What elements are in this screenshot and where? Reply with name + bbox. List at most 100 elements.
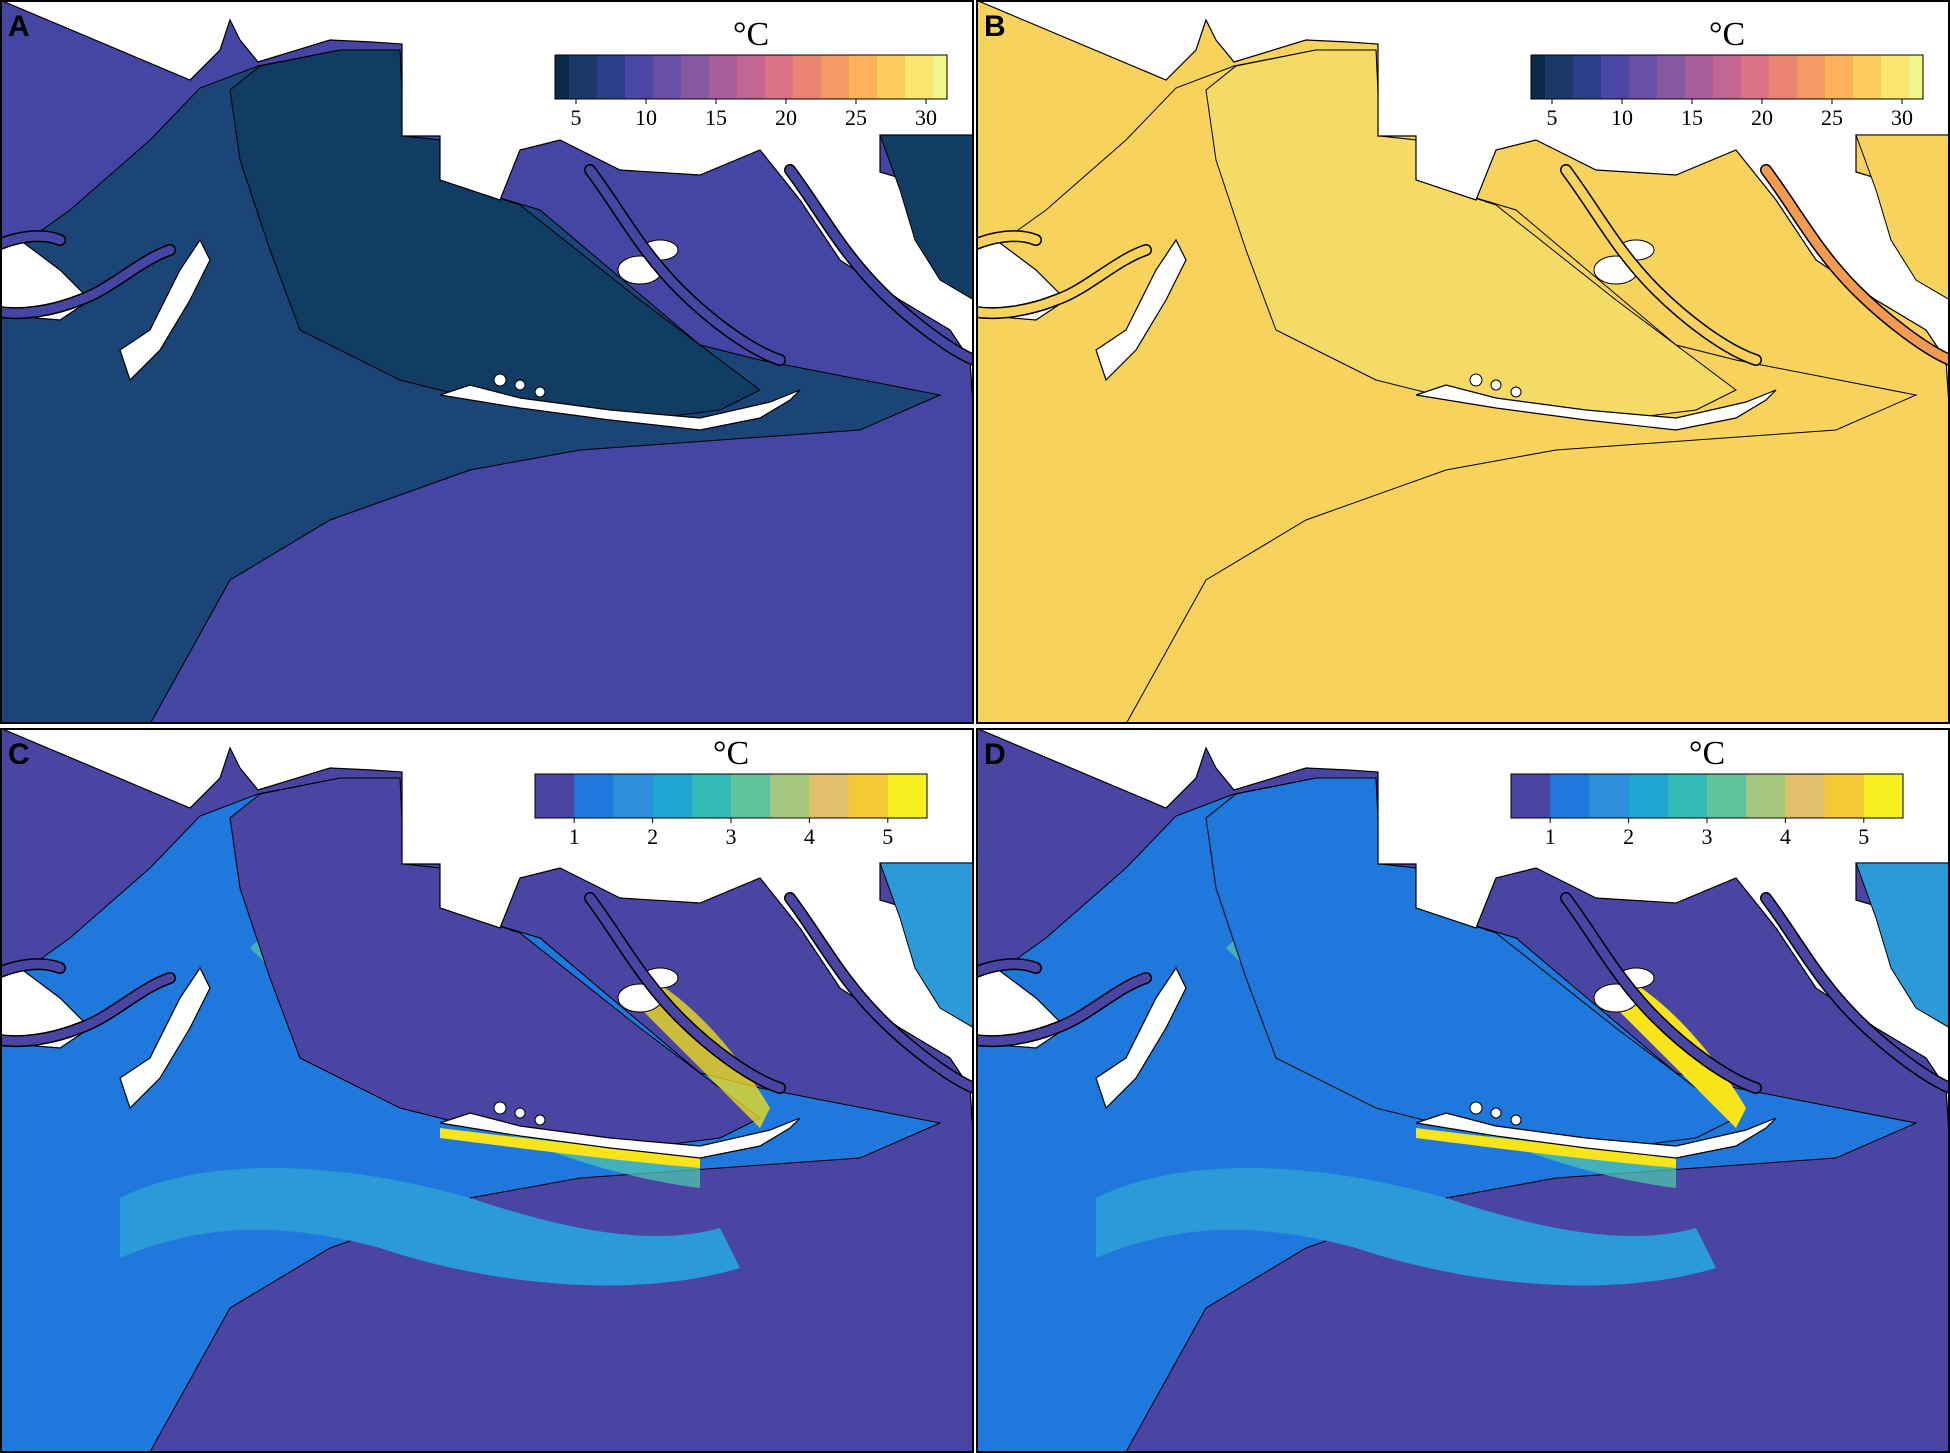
colorbar-bin xyxy=(1824,774,1865,818)
colorbar-tick-label: 30 xyxy=(915,105,937,130)
colorbar-bin xyxy=(905,55,920,99)
colorbar-bin xyxy=(1657,55,1672,99)
pond xyxy=(1510,386,1522,398)
colorbar-bin xyxy=(1643,55,1658,99)
pond xyxy=(534,1114,546,1126)
colorbar-bin xyxy=(1783,55,1798,99)
colorbar-bin xyxy=(723,55,738,99)
colorbar-unit: °C xyxy=(1689,735,1725,772)
colorbar-bin xyxy=(793,55,808,99)
colorbar-bin xyxy=(779,55,794,99)
colorbar-bin xyxy=(1769,55,1784,99)
colorbar-bin xyxy=(877,55,892,99)
barrier-spit xyxy=(439,1112,801,1159)
river-channel xyxy=(785,893,974,1093)
barrier-spit xyxy=(1415,384,1777,431)
map-c: C °C 1 2 3 4 5 xyxy=(0,728,974,1453)
pond xyxy=(534,386,546,398)
west-spit xyxy=(119,966,211,1110)
colorbar-bin xyxy=(681,55,696,99)
colorbar-tick-label: 25 xyxy=(1821,105,1843,130)
pond xyxy=(1469,1101,1483,1115)
colorbar-bin xyxy=(731,774,771,818)
inner-basin-region xyxy=(229,49,761,421)
river-channel xyxy=(1761,893,1950,1093)
panel-letter: B xyxy=(984,10,1006,43)
inner-basin-region xyxy=(229,777,761,1149)
pond xyxy=(1469,373,1483,387)
colorbar-bin xyxy=(1895,55,1910,99)
colorbar-bin xyxy=(1853,55,1868,99)
river-channel xyxy=(976,245,1151,318)
colorbar-bin xyxy=(765,55,780,99)
colorbar-bin xyxy=(1797,55,1812,99)
colorbar-bin xyxy=(835,55,850,99)
colorbar-bin xyxy=(887,774,928,818)
lagoon-band xyxy=(1096,1168,1716,1286)
map-b: B °C 5 10 15 20 25 30 xyxy=(976,0,1950,724)
lagoon-band xyxy=(120,1168,740,1286)
colorbar-tick-label: 1 xyxy=(1545,824,1556,849)
colorbar-bin xyxy=(737,55,752,99)
panel-a: A °C 5 10 15 20 25 30 xyxy=(0,0,974,724)
colorbar-frame xyxy=(1530,54,1924,100)
colorbar-bin xyxy=(1881,55,1896,99)
pond xyxy=(493,373,507,387)
colorbar: °C 1 2 3 4 5 xyxy=(534,735,928,849)
colorbar-bin xyxy=(667,55,682,99)
colorbar-bin xyxy=(1741,55,1756,99)
colorbar-bin xyxy=(639,55,654,99)
colorbar-bin xyxy=(1629,55,1644,99)
colorbar-bin xyxy=(613,774,654,818)
colorbar-tick-label: 4 xyxy=(1780,824,1791,849)
barrier-spit xyxy=(439,384,801,431)
colorbar-bin xyxy=(1628,774,1669,818)
colorbar-tick-label: 2 xyxy=(1623,824,1634,849)
river-channel xyxy=(0,973,175,1046)
colorbar-bin xyxy=(891,55,906,99)
colorbar: °C 5 10 15 20 25 30 xyxy=(1530,16,1924,130)
colorbar-tick-label: 5 xyxy=(1547,105,1558,130)
colorbar-bin xyxy=(807,55,822,99)
pond xyxy=(514,379,526,391)
colorbar-bin xyxy=(821,55,836,99)
colorbar-bin xyxy=(770,774,810,818)
colorbar-bin xyxy=(1727,55,1742,99)
colorbar-bin xyxy=(1615,55,1630,99)
colorbar-bin xyxy=(653,55,668,99)
panel-c: C °C 1 2 3 4 5 xyxy=(0,728,974,1453)
colorbar-tick-label: 30 xyxy=(1891,105,1913,130)
colorbar-frame xyxy=(554,54,948,100)
northeast-water xyxy=(879,862,974,1029)
west-spit xyxy=(1095,238,1187,382)
panel-letter: D xyxy=(984,738,1006,771)
colorbar-bin xyxy=(1685,55,1700,99)
northeast-water xyxy=(1855,134,1950,301)
colorbar-bin xyxy=(1667,774,1708,818)
colorbar-tick-label: 10 xyxy=(1611,105,1633,130)
river-channel xyxy=(1561,165,1761,365)
panel-border xyxy=(0,0,974,724)
colorbar-bin xyxy=(1746,774,1786,818)
west-spit xyxy=(119,238,211,382)
colorbar-bin xyxy=(1550,774,1590,818)
colorbar-bin xyxy=(1707,774,1747,818)
river-channel xyxy=(0,245,175,318)
pond xyxy=(1510,1114,1522,1126)
northeast-water xyxy=(1855,862,1950,1029)
colorbar-bin xyxy=(695,55,710,99)
map-a: A °C 5 10 15 20 25 30 xyxy=(0,0,974,724)
colorbar-tick-label: 15 xyxy=(705,105,727,130)
colorbar-bin xyxy=(751,55,766,99)
pond xyxy=(1490,379,1502,391)
colorbar-bin xyxy=(1811,55,1826,99)
colorbar-tick-label: 15 xyxy=(1681,105,1703,130)
spit-hot-edge xyxy=(1416,1128,1676,1168)
colorbar-tick-label: 5 xyxy=(882,824,893,849)
pond xyxy=(493,1101,507,1115)
colorbar-unit: °C xyxy=(733,16,769,53)
river-channel xyxy=(785,165,974,365)
colorbar-bin xyxy=(1863,774,1904,818)
northeast-water xyxy=(879,134,974,301)
